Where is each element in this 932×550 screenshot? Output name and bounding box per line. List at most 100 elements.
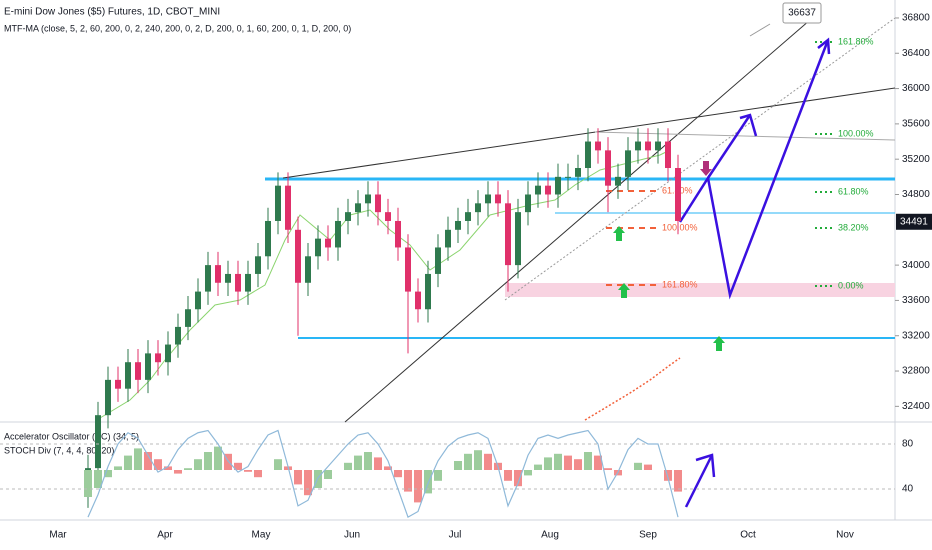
trend-line [282, 87, 896, 179]
fib-label: 61.80% [838, 186, 869, 196]
candle-body [155, 353, 161, 363]
candle-body [205, 265, 211, 292]
ac-bar [524, 470, 532, 476]
ac-bar [174, 470, 182, 474]
candle-body [355, 203, 361, 213]
ac-bar [434, 470, 442, 481]
ac-bar [384, 466, 392, 470]
ac-bar [534, 464, 542, 470]
candle-body [505, 203, 511, 266]
ac-bar [594, 455, 602, 470]
y-tick-label: 36400 [902, 48, 930, 59]
chart-title: E-mini Dow Jones ($5) Futures, 1D, CBOT_… [4, 7, 220, 18]
x-tick-label: Jul [449, 530, 462, 541]
candle-body [185, 309, 191, 327]
candle-body [245, 273, 251, 292]
last-price-tag [896, 213, 932, 230]
candle-body [555, 176, 561, 195]
candle-body [585, 141, 591, 169]
ac-bar [564, 455, 572, 470]
ac-bar [354, 455, 362, 470]
y-tick-label: 35200 [902, 154, 930, 165]
trend-line [344, 19, 811, 423]
candle-body [265, 220, 271, 257]
candle-body [545, 185, 551, 195]
candle-body [625, 150, 631, 177]
candle-body [315, 238, 321, 257]
ac-bar [344, 462, 352, 470]
ac-bar [634, 462, 642, 470]
last-price-label: 34491 [900, 216, 928, 227]
ac-bar [484, 453, 492, 470]
candle-body [335, 220, 341, 248]
indicator-label: MTF-MA (close, 5, 2, 60, 200, 0, 2, 240,… [4, 23, 351, 33]
target-zone [505, 283, 895, 297]
ac-bar [504, 470, 512, 481]
candle-body [325, 238, 331, 248]
candle-body [595, 141, 601, 151]
candle-body [535, 185, 541, 195]
ac-bar [274, 459, 282, 470]
ac-bar [164, 466, 172, 470]
candle-body [675, 168, 681, 221]
ac-bar [584, 452, 592, 470]
y-tick-label: 34000 [902, 260, 930, 271]
ac-bar [94, 470, 102, 488]
ac-bar [404, 470, 412, 492]
x-tick-label: May [252, 530, 271, 541]
candle-body [135, 362, 141, 380]
ac-bar [184, 468, 192, 470]
candle-body [385, 212, 391, 221]
candle-body [395, 220, 401, 248]
candle-body [375, 194, 381, 213]
candle-body [655, 141, 661, 151]
ac-bar [254, 470, 262, 478]
down-arrow [700, 161, 712, 176]
indicator-label: Accelerator Oscillator (AC) (34, 5) [4, 431, 139, 441]
x-tick-label: Nov [836, 530, 854, 541]
candle-body [405, 247, 411, 292]
y-tick-label: 32400 [902, 401, 930, 412]
up-arrows [613, 226, 725, 351]
ma-projection [584, 357, 681, 421]
candle-body [165, 344, 171, 363]
projection-arrows [678, 37, 831, 508]
candle-body [425, 273, 431, 310]
ac-bar [134, 448, 142, 470]
fib-label: 100.00% [838, 128, 874, 138]
candle-body [465, 212, 471, 221]
candle-body [435, 247, 441, 274]
candle-body [445, 229, 451, 248]
ac-bar [114, 466, 122, 470]
ac-bar [414, 470, 422, 503]
candle-body [295, 229, 301, 283]
ac-bar [324, 470, 332, 479]
ac-bar [454, 461, 462, 470]
candle-body [255, 256, 261, 274]
ac-bar [664, 470, 672, 481]
candle-body [95, 415, 101, 469]
ac-bar [224, 453, 232, 470]
fib-lines [815, 41, 834, 287]
x-tick-label: Mar [49, 530, 67, 541]
candle-body [105, 379, 111, 416]
ac-bar [364, 452, 372, 470]
ac-bar [144, 452, 152, 470]
candle-body [215, 265, 221, 283]
ac-bar [244, 470, 252, 472]
x-tick-label: Apr [157, 530, 173, 541]
candle-body [225, 273, 231, 283]
candle-body [475, 203, 481, 213]
y-tick-label: 36000 [902, 83, 930, 94]
ac-bar [424, 470, 432, 494]
y-tick-label: 34800 [902, 189, 930, 200]
ac-bar [464, 453, 472, 470]
indicator-label: STOCH Div (7, 4, 4, 80, 20) [4, 445, 114, 455]
y-tick-label: 32800 [902, 366, 930, 377]
candle-body [125, 362, 131, 389]
candle-body [175, 326, 181, 345]
ac-bar [474, 450, 482, 470]
y-tick-label: 40 [902, 484, 914, 495]
fib-label: 0.00% [838, 280, 864, 290]
